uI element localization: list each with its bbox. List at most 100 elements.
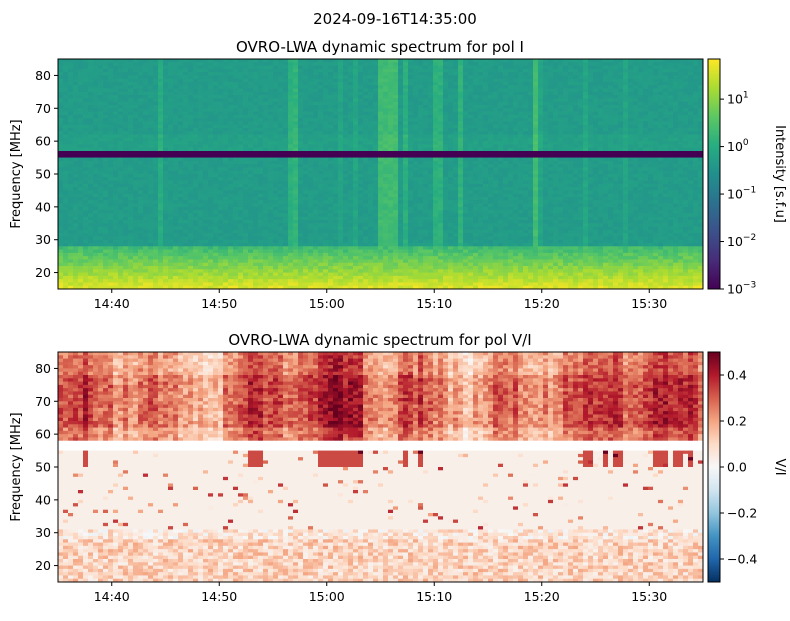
- heatmap-cell: [358, 131, 363, 135]
- heatmap-cell: [443, 62, 448, 66]
- heatmap-cell: [93, 151, 98, 155]
- heatmap-cell: [363, 138, 368, 142]
- heatmap-cell: [373, 181, 378, 185]
- heatmap-cell: [298, 82, 303, 86]
- heatmap-cell: [388, 62, 393, 66]
- heatmap-cell: [143, 128, 148, 132]
- heatmap-cell: [138, 161, 143, 165]
- heatmap-cell: [88, 112, 93, 116]
- heatmap-cell: [378, 164, 383, 168]
- heatmap-cell: [118, 95, 123, 99]
- heatmap-cell: [388, 66, 393, 70]
- heatmap-cell: [458, 69, 463, 73]
- heatmap-cell: [308, 92, 313, 96]
- heatmap-cell: [63, 75, 68, 79]
- heatmap-cell: [483, 131, 488, 135]
- heatmap-cell: [98, 121, 103, 125]
- heatmap-cell: [63, 92, 68, 96]
- heatmap-cell: [228, 125, 233, 129]
- heatmap-cell: [388, 72, 393, 76]
- heatmap-cell: [153, 154, 158, 158]
- heatmap-cell: [638, 161, 643, 165]
- heatmap-cell: [693, 82, 698, 86]
- heatmap-cell: [353, 174, 358, 178]
- heatmap-cell: [478, 128, 483, 132]
- heatmap-cell: [58, 69, 63, 73]
- heatmap-cell: [213, 59, 218, 63]
- heatmap-cell: [483, 95, 488, 99]
- heatmap-cell: [518, 161, 523, 165]
- heatmap-cell: [118, 92, 123, 96]
- heatmap-cell: [123, 181, 128, 185]
- heatmap-cell: [173, 161, 178, 165]
- heatmap-cell: [253, 135, 258, 139]
- heatmap-cell: [108, 125, 113, 129]
- heatmap-cell: [313, 105, 318, 109]
- heatmap-cell: [318, 181, 323, 185]
- heatmap-cell: [193, 85, 198, 89]
- heatmap-cell: [138, 148, 143, 152]
- heatmap-cell: [138, 105, 143, 109]
- heatmap-cell: [328, 69, 333, 73]
- heatmap-cell: [603, 85, 608, 89]
- heatmap-cell: [138, 135, 143, 139]
- heatmap-cell: [138, 79, 143, 83]
- heatmap-cell: [578, 131, 583, 135]
- heatmap-cell: [598, 92, 603, 96]
- heatmap-cell: [293, 121, 298, 125]
- heatmap-cell: [498, 184, 503, 188]
- heatmap-cell: [558, 158, 563, 162]
- heatmap-cell: [623, 161, 628, 165]
- heatmap-cell: [608, 121, 613, 125]
- heatmap-cell: [68, 98, 73, 102]
- heatmap-cell: [393, 164, 398, 168]
- heatmap-cell: [83, 167, 88, 171]
- heatmap-cell: [113, 154, 118, 158]
- heatmap-cell: [103, 112, 108, 116]
- heatmap-cell: [623, 141, 628, 145]
- heatmap-cell: [368, 138, 373, 142]
- heatmap-cell: [428, 154, 433, 158]
- heatmap-cell: [118, 151, 123, 155]
- heatmap-cell: [113, 92, 118, 96]
- heatmap-cell: [283, 138, 288, 142]
- heatmap-cell: [113, 158, 118, 162]
- heatmap-cell: [678, 89, 683, 93]
- heatmap-cell: [228, 151, 233, 155]
- heatmap-cell: [248, 131, 253, 135]
- heatmap-cell: [463, 75, 468, 79]
- heatmap-cell: [408, 177, 413, 181]
- heatmap-cell: [463, 171, 468, 175]
- heatmap-cell: [373, 95, 378, 99]
- heatmap-cell: [238, 89, 243, 93]
- heatmap-cell: [108, 174, 113, 178]
- heatmap-cell: [268, 121, 273, 125]
- heatmap-cell: [293, 164, 298, 168]
- heatmap-cell: [533, 79, 538, 83]
- heatmap-cell: [483, 141, 488, 145]
- heatmap-cell: [578, 108, 583, 112]
- heatmap-cell: [478, 92, 483, 96]
- heatmap-cell: [358, 108, 363, 112]
- heatmap-cell: [138, 108, 143, 112]
- heatmap-cell: [593, 75, 598, 79]
- heatmap-cell: [263, 148, 268, 152]
- heatmap-cell: [173, 171, 178, 175]
- heatmap-cell: [103, 164, 108, 168]
- heatmap-cell: [308, 121, 313, 125]
- heatmap-cell: [363, 144, 368, 148]
- heatmap-cell: [613, 105, 618, 109]
- heatmap-cell: [463, 118, 468, 122]
- heatmap-cell: [168, 161, 173, 165]
- heatmap-cell: [528, 154, 533, 158]
- heatmap-cell: [653, 108, 658, 112]
- heatmap-cell: [93, 144, 98, 148]
- heatmap-cell: [678, 85, 683, 89]
- heatmap-cell: [543, 148, 548, 152]
- heatmap-cell: [458, 115, 463, 119]
- heatmap-cell: [623, 148, 628, 152]
- heatmap-cell: [643, 167, 648, 171]
- heatmap-cell: [153, 121, 158, 125]
- heatmap-cell: [538, 154, 543, 158]
- heatmap-cell: [263, 161, 268, 165]
